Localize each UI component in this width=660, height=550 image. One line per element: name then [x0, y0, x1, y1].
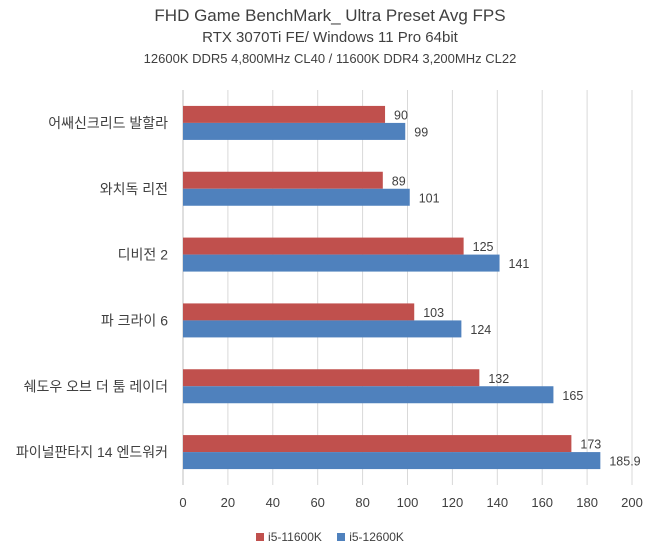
- x-tick-label: 160: [531, 495, 553, 510]
- bar-series-2: [183, 122, 406, 140]
- legend-item-series-1: i5-11600K: [256, 530, 322, 544]
- x-tick-labels: 0 20 40 60 80 100 120 140 160 180 200: [179, 495, 642, 510]
- bar-series-1: [183, 171, 383, 189]
- data-label: 89: [392, 174, 406, 188]
- category-label: 파이널판타지 14 엔드워커: [16, 444, 168, 460]
- legend-label-series-2: i5-12600K: [349, 530, 404, 544]
- data-label: 141: [509, 257, 530, 271]
- data-label: 125: [473, 240, 494, 254]
- category-label: 디비전 2: [118, 247, 169, 263]
- gridlines: [182, 90, 633, 485]
- data-label: 101: [419, 191, 440, 205]
- x-tick-label: 200: [621, 495, 643, 510]
- x-tick-label: 20: [221, 495, 235, 510]
- data-label: 185.9: [609, 455, 640, 469]
- data-label: 124: [470, 323, 491, 337]
- bar-series-1: [183, 369, 480, 387]
- x-tick-label: 140: [486, 495, 508, 510]
- data-label: 90: [394, 108, 408, 122]
- legend-label-series-1: i5-11600K: [268, 530, 322, 544]
- data-label: 103: [423, 306, 444, 320]
- chart-subtitle-2: 12600K DDR5 4,800MHz CL40 / 11600K DDR4 …: [143, 51, 517, 66]
- category-label: 어쌔신크리드 발할라: [48, 115, 168, 131]
- category-label: 파 크라이 6: [101, 312, 168, 328]
- bar-series-2: [183, 254, 500, 272]
- x-tick-label: 180: [576, 495, 598, 510]
- x-tick-label: 120: [442, 495, 464, 510]
- legend: i5-11600K i5-12600K: [0, 530, 660, 544]
- category-label: 와치독 리전: [100, 181, 168, 197]
- bar-series-1: [183, 435, 572, 453]
- legend-swatch-series-1: [256, 533, 265, 541]
- x-tick-label: 60: [310, 495, 324, 510]
- bar-series-2: [183, 452, 601, 470]
- data-label: 132: [488, 372, 509, 386]
- x-tick-label: 100: [397, 495, 419, 510]
- bar-series-1: [183, 303, 415, 321]
- x-tick-label: 80: [355, 495, 369, 510]
- bar-series-1: [183, 237, 464, 255]
- bar-series-2: [183, 386, 554, 404]
- data-label: 173: [580, 438, 601, 452]
- chart-title: FHD Game BenchMark_ Ultra Preset Avg FPS: [154, 6, 506, 25]
- bars: 90 99 89 101 125 141 103 124 132 165 173 185.9: [183, 105, 641, 470]
- legend-swatch-series-2: [337, 533, 346, 541]
- data-label: 99: [414, 125, 428, 139]
- x-tick-label: 0: [179, 495, 186, 510]
- legend-item-series-2: i5-12600K: [337, 530, 404, 544]
- bar-series-1: [183, 105, 386, 123]
- data-label: 165: [562, 389, 583, 403]
- bar-series-2: [183, 320, 462, 338]
- category-label: 쉐도우 오브 더 툼 레이더: [24, 378, 168, 394]
- chart-subtitle: RTX 3070Ti FE/ Windows 11 Pro 64bit: [202, 29, 458, 46]
- x-tick-label: 40: [266, 495, 280, 510]
- bar-series-2: [183, 188, 410, 206]
